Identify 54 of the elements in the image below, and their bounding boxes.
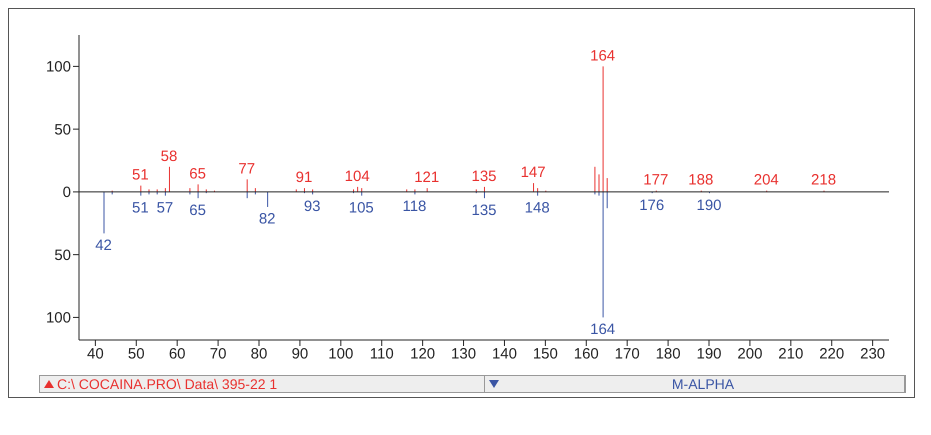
annotation: 58 — [160, 148, 178, 165]
x-tick-label: 160 — [574, 346, 599, 363]
annotation: 65 — [189, 202, 206, 219]
x-tick-label: 180 — [656, 346, 681, 363]
x-tick-label: 170 — [614, 346, 640, 363]
annotation: 57 — [156, 199, 174, 216]
x-tick-label: 220 — [819, 346, 844, 363]
annotation: 42 — [95, 236, 112, 254]
x-tick-label: 40 — [87, 346, 104, 363]
annotation: 177 — [643, 172, 668, 189]
x-tick-label: 150 — [532, 346, 558, 363]
text: C:\ COCAINA.PRO\ Data\ 395-22 1 — [57, 376, 278, 392]
annotation: 188 — [688, 172, 714, 189]
annotation: 82 — [258, 210, 276, 228]
x-tick-label: 110 — [370, 346, 394, 363]
annotation: 218 — [811, 172, 836, 189]
x-tick-label: 140 — [492, 346, 517, 363]
annotation: 204 — [754, 172, 779, 189]
x-tick-label: 90 — [292, 346, 308, 363]
x-tick-label: 190 — [696, 346, 722, 363]
annotation: 164 — [590, 321, 616, 338]
y-tick-label: 100 — [46, 310, 71, 327]
x-tick-label: 60 — [168, 346, 186, 363]
x-tick-label: 130 — [451, 346, 476, 363]
annotation: 104 — [344, 168, 370, 185]
annotation: 77 — [238, 160, 256, 178]
x-tick-label: 70 — [210, 346, 226, 363]
annotation: 51 — [132, 199, 149, 216]
annotation: 121 — [414, 169, 440, 186]
y-tick-label: 50 — [54, 121, 71, 138]
x-tick-label: 100 — [328, 346, 354, 363]
annotation: 176 — [639, 196, 664, 214]
annotation: 51 — [132, 166, 149, 184]
x-tick-label: 230 — [860, 346, 886, 363]
x-tick-label: 50 — [128, 346, 145, 363]
annotation: 93 — [304, 198, 321, 216]
annotation: 147 — [520, 164, 546, 182]
annotation: 118 — [402, 198, 426, 216]
annotation: 135 — [471, 202, 497, 219]
text: M-ALPHA — [670, 376, 736, 392]
x-tick-label: 200 — [737, 346, 762, 363]
y-tick-label: 100 — [46, 58, 71, 76]
annotation: 190 — [696, 196, 722, 214]
x-tick-label: 210 — [778, 346, 804, 363]
y-tick-label: 0 — [62, 184, 71, 202]
x-tick-label: 80 — [250, 346, 268, 363]
annotation: 105 — [348, 199, 374, 216]
annotation: 91 — [296, 169, 312, 186]
annotation: 135 — [471, 168, 497, 185]
annotation: 148 — [524, 199, 550, 216]
annotation: 65 — [189, 165, 206, 182]
y-tick-label: 50 — [54, 246, 71, 264]
x-tick-label: 120 — [410, 346, 436, 363]
annotation: 164 — [590, 47, 616, 64]
